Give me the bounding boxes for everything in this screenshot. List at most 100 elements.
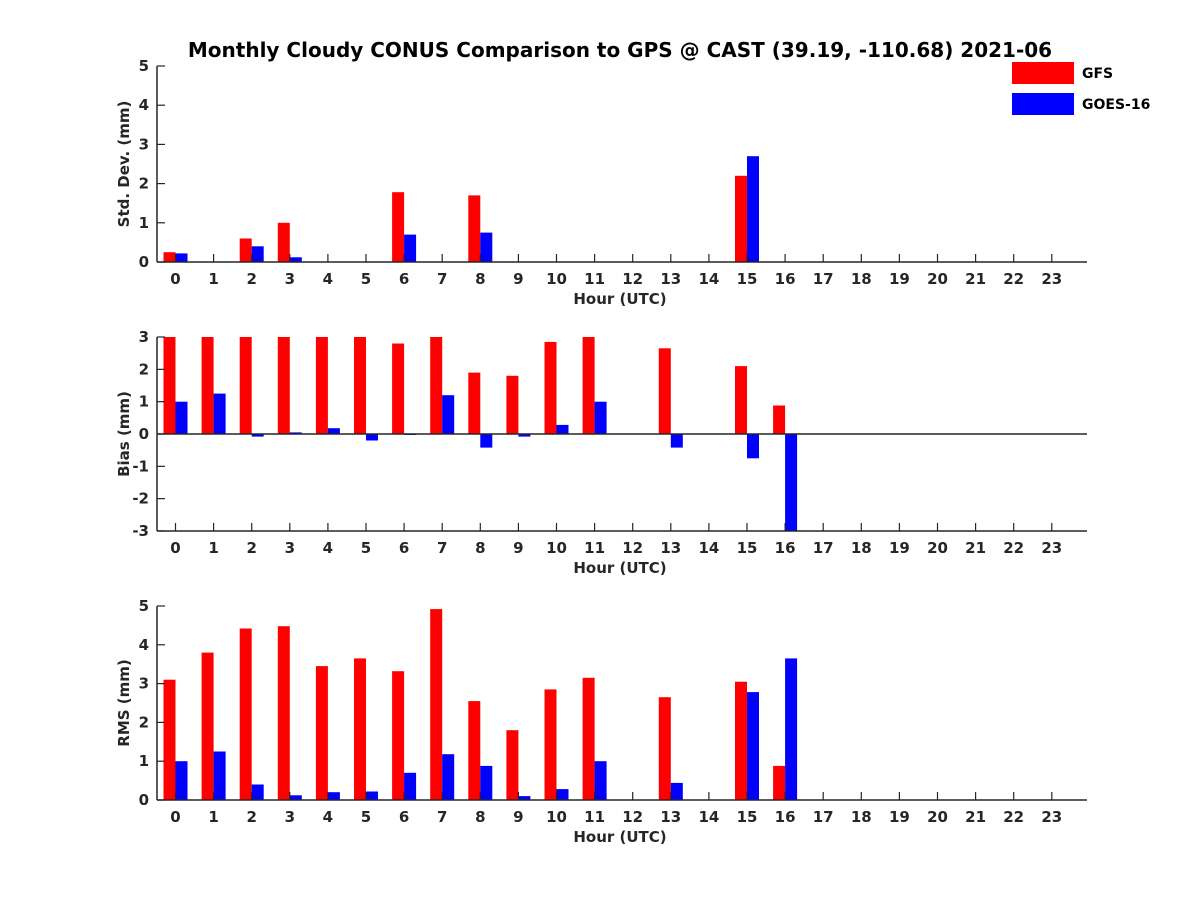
x-tick-label: 22 [1003,270,1024,288]
x-tick-label: 5 [361,539,371,557]
x-tick-label: 18 [851,539,872,557]
bar-goes-16-hour-9 [518,434,531,437]
x-tick-label: 4 [323,808,333,826]
bar-goes-16-hour-0 [175,401,188,434]
bar-gfs-hour-13 [658,697,671,800]
y-tick-label: 4 [139,96,149,114]
bar-gfs-hour-0 [163,679,176,800]
y-tick-label: 5 [139,57,149,75]
bar-gfs-hour-5 [354,658,366,800]
bar-goes-16-hour-0 [175,761,188,800]
y-axis-label: Bias (mm) [115,391,133,477]
bar-goes-16-hour-1 [213,751,226,800]
y-tick-label: 0 [139,253,149,271]
x-tick-label: 0 [170,808,180,826]
x-tick-label: 1 [208,539,218,557]
y-tick-label: -1 [132,457,149,475]
x-tick-label: 15 [737,808,758,826]
bar-goes-16-hour-10 [556,424,569,434]
bar-gfs-hour-10 [544,341,557,434]
y-tick-label: 3 [139,328,149,346]
bar-goes-16-hour-2 [251,434,264,437]
y-tick-label: 2 [139,713,149,731]
x-tick-label: 15 [737,270,758,288]
bar-gfs-hour-7 [430,337,443,434]
bar-goes-16-hour-13 [670,782,683,800]
bar-goes-16-hour-8 [480,232,493,262]
bar-goes-16-hour-7 [442,395,455,434]
x-tick-label: 20 [927,808,948,826]
bar-goes-16-hour-7 [442,754,455,800]
bar-gfs-hour-3 [277,337,290,434]
x-tick-label: 21 [965,270,986,288]
bar-goes-16-hour-0 [175,253,188,262]
x-axis-label: Hour (UTC) [573,559,666,577]
x-tick-label: 21 [965,539,986,557]
x-tick-label: 23 [1041,270,1062,288]
x-tick-label: 8 [475,270,485,288]
y-tick-label: 2 [139,175,149,193]
legend-label: GFS [1082,66,1113,82]
y-tick-label: 0 [139,425,149,443]
bar-goes-16-hour-4 [327,428,340,434]
y-tick-label: 1 [139,214,149,232]
x-axis-label: Hour (UTC) [573,828,666,846]
bar-gfs-hour-4 [315,666,328,800]
x-tick-label: 6 [399,539,409,557]
y-tick-label: -2 [132,490,149,508]
legend: GFS GOES-16 [1012,62,1150,115]
y-tick-label: -3 [132,522,149,540]
bar-gfs-hour-7 [430,609,443,800]
y-tick-label: 0 [139,791,149,809]
x-tick-label: 4 [323,539,333,557]
bar-gfs-hour-2 [239,337,252,434]
x-tick-label: 23 [1041,539,1062,557]
chart-title: Monthly Cloudy CONUS Comparison to GPS @… [188,38,1052,62]
bar-goes-16-hour-2 [251,246,264,262]
bar-goes-16-hour-11 [594,401,607,434]
legend-swatch-goes-16 [1012,93,1074,115]
x-tick-label: 19 [889,539,910,557]
bar-gfs-hour-4 [315,337,328,434]
bar-gfs-hour-2 [239,628,252,800]
bar-goes-16-hour-15 [747,692,759,800]
bar-gfs-hour-0 [163,337,176,434]
bar-goes-16-hour-2 [251,784,264,800]
bar-gfs-hour-1 [201,337,214,434]
x-tick-label: 2 [246,270,256,288]
bar-gfs-hour-5 [354,337,366,434]
y-tick-label: 2 [139,360,149,378]
bar-goes-16-hour-10 [556,789,569,800]
bar-goes-16-hour-3 [289,432,302,434]
bar-gfs-hour-16 [773,765,786,800]
x-tick-label: 12 [622,539,643,557]
x-tick-label: 20 [927,270,948,288]
y-tick-label: 1 [139,752,149,770]
bar-goes-16-hour-9 [518,796,531,800]
bar-goes-16-hour-5 [366,791,378,800]
x-tick-label: 3 [285,539,295,557]
x-tick-label: 11 [584,808,605,826]
x-tick-label: 18 [851,270,872,288]
bar-goes-16-hour-3 [289,257,302,262]
x-tick-label: 8 [475,539,485,557]
x-tick-label: 21 [965,808,986,826]
x-tick-label: 6 [399,270,409,288]
bar-gfs-hour-1 [201,652,214,800]
legend-label: GOES-16 [1082,97,1150,113]
y-axis-label: RMS (mm) [115,659,133,746]
x-tick-label: 3 [285,808,295,826]
bar-goes-16-hour-16 [785,434,798,531]
x-tick-label: 7 [437,539,447,557]
y-tick-label: 1 [139,393,149,411]
x-tick-label: 23 [1041,808,1062,826]
x-tick-label: 0 [170,270,180,288]
x-tick-label: 20 [927,539,948,557]
y-axis-label: Std. Dev. (mm) [115,101,133,228]
x-tick-label: 0 [170,539,180,557]
bar-gfs-hour-15 [735,366,747,434]
x-tick-label: 12 [622,808,643,826]
